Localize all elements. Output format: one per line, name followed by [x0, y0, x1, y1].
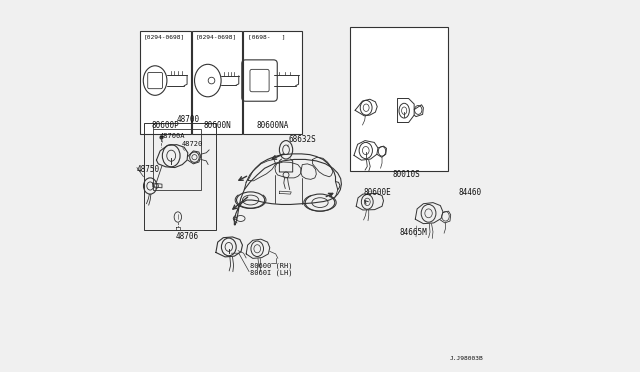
Bar: [243, 31, 301, 134]
Text: 48720: 48720: [182, 141, 203, 147]
Text: 68632S: 68632S: [289, 135, 317, 144]
Text: J.J98003B: J.J98003B: [450, 356, 484, 361]
Text: [0294-0698]: [0294-0698]: [144, 35, 185, 40]
Text: 8060I (LH): 8060I (LH): [250, 270, 292, 276]
Text: 80600NA: 80600NA: [256, 121, 289, 130]
Text: 80600N: 80600N: [203, 121, 231, 130]
Bar: [153, 129, 201, 190]
Text: 84460: 84460: [458, 188, 481, 197]
Text: 48706: 48706: [175, 232, 198, 241]
Bar: [143, 123, 216, 230]
Text: 80600P: 80600P: [152, 121, 179, 130]
Text: 84665M: 84665M: [399, 228, 427, 237]
Text: [0698-   ]: [0698- ]: [248, 35, 285, 40]
Text: 48700A: 48700A: [159, 133, 185, 139]
Bar: [349, 27, 449, 171]
Text: 80600 (RH): 80600 (RH): [250, 263, 292, 269]
Text: 48750: 48750: [137, 165, 160, 174]
Text: 80600E: 80600E: [364, 188, 391, 197]
Text: 80010S: 80010S: [393, 170, 420, 180]
Bar: [191, 31, 243, 134]
Text: [0294-0698]: [0294-0698]: [196, 35, 237, 40]
Text: 48700: 48700: [177, 115, 200, 124]
Bar: [140, 31, 191, 134]
